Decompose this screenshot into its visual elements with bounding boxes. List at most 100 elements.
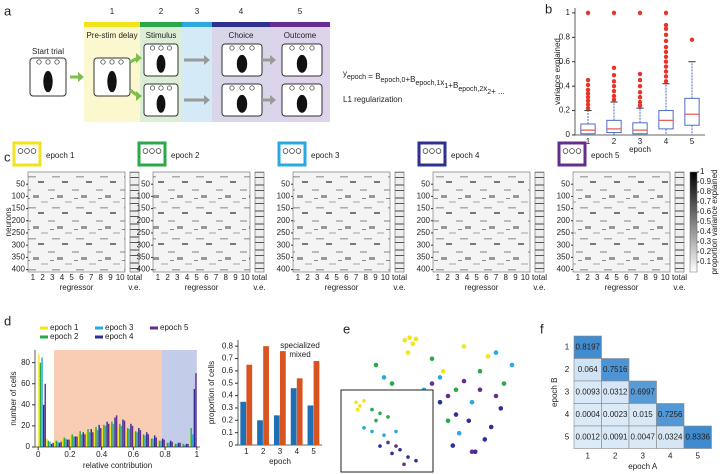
hist-bar <box>179 442 181 447</box>
y-tick-label: 250 <box>417 228 431 237</box>
hist-bar <box>131 425 134 447</box>
screen <box>299 45 305 51</box>
y-tick-label: 0.6 <box>222 366 234 375</box>
mouse <box>296 54 308 73</box>
ve-label: v.e. <box>673 283 685 292</box>
point <box>402 337 408 343</box>
y-tick-label: 0.8 <box>222 341 234 350</box>
cell-value: 0.064 <box>578 365 599 374</box>
point <box>477 387 483 393</box>
hist-bar <box>46 438 48 447</box>
x-tick-label: 0.8 <box>160 450 172 459</box>
hist-bar <box>69 436 72 447</box>
x-tick-label: 10 <box>241 273 250 282</box>
point <box>370 429 374 434</box>
hist-bar <box>92 432 94 447</box>
point <box>509 362 515 368</box>
bar <box>246 364 253 445</box>
row-label: 2 <box>565 365 570 374</box>
box <box>684 97 700 126</box>
hist-bar <box>95 426 97 447</box>
hist-bar <box>169 440 172 447</box>
hist-bar <box>87 429 89 447</box>
y-tick-label: 0 <box>229 440 234 449</box>
hist-bar <box>149 438 151 447</box>
icon-screen <box>435 148 442 154</box>
x-tick-label: 9 <box>373 273 378 282</box>
equation-part: x <box>440 78 444 87</box>
x-tick-label: 10 <box>521 273 530 282</box>
y-tick-label: 250 <box>12 228 26 237</box>
x-tick-label: 7 <box>89 273 94 282</box>
x-tick-label: 0.6 <box>128 450 140 459</box>
x-tick-label: 0.2 <box>64 450 76 459</box>
screen <box>289 45 295 51</box>
y-tick-label: 350 <box>277 252 291 261</box>
equation-sub: epoch,0 <box>381 77 406 84</box>
screen <box>239 45 245 51</box>
hist-bar <box>41 357 43 447</box>
y-axis-label: epoch B <box>550 378 559 407</box>
equation-sub: 2 <box>487 89 491 96</box>
point <box>493 393 499 399</box>
row-label: 4 <box>565 410 570 419</box>
hist-bar <box>127 428 129 447</box>
y-tick-label: 300 <box>12 240 26 249</box>
hist-bar <box>188 436 191 447</box>
hist-bar <box>104 425 107 447</box>
outlier <box>585 98 591 104</box>
screen <box>54 59 60 65</box>
hist-bar <box>107 423 110 447</box>
hist-bar <box>81 434 83 447</box>
x-tick-label: 7 <box>354 273 359 282</box>
colorbar-tick-label: 0.5 <box>700 217 712 226</box>
point <box>445 418 451 424</box>
hist-bar <box>109 425 111 447</box>
screen <box>309 85 315 91</box>
cell-value: 0.7516 <box>603 365 628 374</box>
x-tick-label: 3 <box>638 137 643 146</box>
hist-bar <box>138 428 140 447</box>
x-tick-label: 5 <box>334 273 339 282</box>
point <box>429 356 435 362</box>
screen <box>239 85 245 91</box>
hist-bar <box>187 443 189 447</box>
hist-bar <box>120 425 123 447</box>
y-tick-label: 300 <box>277 240 291 249</box>
hist-bar <box>117 428 119 447</box>
icon-screen <box>422 148 429 154</box>
equation-sub: epoch,1 <box>415 80 440 87</box>
icon-screen <box>289 148 295 154</box>
x-tick-label: 4 <box>295 447 300 456</box>
x-tick-label: 1 <box>31 273 36 282</box>
screen <box>36 59 42 65</box>
point <box>382 433 386 437</box>
x-tick-label: 2 <box>261 447 266 456</box>
hist-bar <box>44 383 46 447</box>
x-tick-label: 1 <box>576 273 581 282</box>
hist-bar <box>39 362 42 447</box>
equation-part: +B <box>405 75 415 84</box>
epoch-number: 1 <box>110 7 115 16</box>
outlier <box>611 88 617 94</box>
hist-bar <box>171 441 173 447</box>
y-tick-label: 60 <box>21 379 30 388</box>
point <box>437 399 443 405</box>
cell-value: 0.8197 <box>576 342 601 351</box>
y-tick-label: 350 <box>137 252 151 261</box>
outlier <box>585 91 591 96</box>
hist-bar <box>38 354 40 447</box>
hist-bar <box>100 428 102 447</box>
outlier <box>585 82 591 88</box>
point <box>394 444 398 448</box>
outlier <box>585 87 591 93</box>
equation-part: = B <box>366 72 380 81</box>
hist-bar <box>142 434 145 447</box>
legend-label: epoch 4 <box>105 332 134 341</box>
arrow-head <box>204 95 210 105</box>
y-tick-label: 80 <box>21 358 30 367</box>
screen <box>289 85 295 91</box>
x-tick-label: 3 <box>315 273 320 282</box>
y-tick-label: 100 <box>417 191 431 200</box>
